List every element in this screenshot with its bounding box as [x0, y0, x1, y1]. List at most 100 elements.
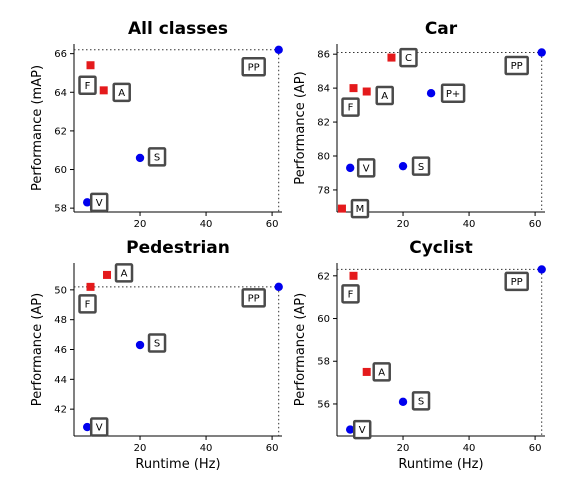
point-label: C: [405, 53, 412, 64]
data-point-circle: [135, 340, 145, 350]
point-label: F: [85, 299, 91, 310]
point-label-box: [411, 156, 431, 176]
y-tick-label: 56: [317, 399, 330, 410]
y-tick-label: 80: [317, 152, 330, 163]
point-label: P+: [446, 89, 460, 100]
point-label: F: [348, 103, 354, 114]
point-label: S: [154, 339, 160, 350]
y-tick-label: 46: [54, 345, 67, 356]
panel-2: Pedestrian 20 40 60 42 44 46 48 50 Performance (A…: [30, 238, 283, 472]
point-label: A: [381, 91, 388, 102]
y-tick-label: 44: [54, 375, 67, 386]
point-label: PP: [511, 61, 523, 72]
chart-title: Cyclist: [409, 238, 473, 258]
point-label-box: [504, 55, 529, 76]
data-point-square: [349, 84, 358, 93]
point-label-box: [341, 97, 360, 117]
data-point-circle: [537, 265, 546, 274]
point-label: F: [85, 81, 91, 92]
chart-title: Car: [425, 19, 458, 39]
point-label-box: [112, 82, 131, 103]
y-tick-label: 50: [54, 285, 67, 296]
point-label-box: [504, 271, 529, 292]
data-point-circle: [398, 397, 408, 407]
x-tick-label: 20: [134, 443, 147, 454]
data-point-square: [99, 86, 108, 95]
point-label: V: [96, 198, 103, 209]
y-tick-label: 82: [317, 118, 330, 129]
data-point-circle: [398, 161, 408, 171]
y-tick-label: 42: [54, 405, 67, 416]
data-point-circle: [274, 45, 283, 54]
data-point-square: [86, 282, 95, 291]
point-label-box: [356, 158, 376, 178]
point-label: PP: [511, 277, 523, 288]
point-label-box: [372, 362, 391, 382]
y-tick-label: 66: [54, 49, 67, 60]
data-point-square: [86, 61, 95, 70]
point-label-box: [411, 391, 431, 411]
data-point-circle: [346, 163, 355, 173]
y-axis-label: Performance (AP): [293, 293, 308, 406]
data-point-square: [349, 271, 358, 280]
point-label: S: [418, 162, 424, 173]
y-tick-label: 84: [317, 84, 330, 95]
y-tick-label: 86: [317, 50, 330, 61]
x-tick-label: 20: [397, 443, 410, 454]
y-tick-label: 62: [317, 271, 330, 282]
data-point-circle: [426, 89, 436, 98]
point-label-box: [352, 419, 372, 440]
point-label: V: [359, 425, 366, 436]
y-tick-label: 60: [54, 165, 67, 176]
x-tick-label: 60: [529, 443, 542, 454]
point-label-box: [147, 333, 167, 353]
x-tick-label: 20: [397, 219, 410, 230]
y-tick-label: 58: [54, 204, 67, 215]
point-label: M: [356, 204, 365, 215]
point-label: A: [121, 269, 128, 280]
point-label: PP: [248, 293, 260, 304]
x-tick-label: 40: [200, 219, 213, 230]
point-label-box: [241, 288, 266, 308]
point-label-box: [399, 47, 418, 68]
point-label-box: [350, 198, 370, 219]
data-point-circle: [537, 48, 546, 57]
data-point-circle: [135, 153, 145, 163]
point-label-box: [440, 83, 466, 103]
data-point-circle: [83, 422, 92, 432]
y-tick-label: 78: [317, 185, 330, 196]
panel-1: Car 20 40 60 78 80 82 84 86 Performance (AP) C F A P+…: [293, 19, 546, 230]
point-label: V: [96, 423, 103, 434]
point-label-box: [241, 57, 266, 77]
point-label: A: [118, 88, 125, 99]
point-label-box: [375, 85, 394, 106]
y-axis-label: Performance (AP): [293, 71, 308, 184]
point-label: S: [418, 396, 424, 407]
data-point-circle: [83, 198, 92, 207]
x-tick-label: 40: [200, 443, 213, 454]
point-label: V: [363, 163, 370, 174]
point-label-box: [114, 263, 134, 283]
point-label: F: [348, 289, 354, 300]
chart-title: Pedestrian: [126, 238, 230, 258]
y-tick-label: 60: [317, 314, 330, 325]
x-tick-label: 60: [266, 219, 279, 230]
point-label: A: [378, 368, 385, 379]
data-point-square: [362, 87, 371, 96]
point-label-box: [78, 75, 97, 95]
x-axis-label: Runtime (Hz): [135, 457, 220, 472]
y-tick-label: 48: [54, 315, 67, 326]
point-label: PP: [248, 62, 260, 73]
y-tick-label: 58: [317, 357, 330, 368]
data-point-square: [103, 270, 112, 279]
x-tick-label: 40: [463, 443, 476, 454]
x-tick-label: 20: [134, 219, 147, 230]
y-axis-label: Performance (AP): [30, 293, 45, 406]
x-tick-label: 60: [266, 443, 279, 454]
data-point-circle: [274, 282, 283, 292]
point-label-box: [341, 284, 360, 304]
panel-0: All classes 20 40 60 58 60 62 64 66 Performance (…: [30, 19, 283, 230]
x-axis-label: Runtime (Hz): [398, 457, 483, 472]
point-label-box: [89, 192, 109, 213]
